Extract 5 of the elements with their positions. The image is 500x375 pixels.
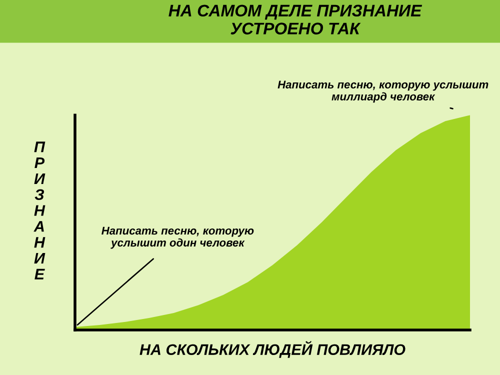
text: ПРИЗНАНИЕ bbox=[34, 142, 46, 280]
x-axis-title: НА СКОЛЬКИХ ЛЮДЕЙ ПОВЛИЯЛО bbox=[140, 340, 406, 358]
chart-title: НА САМОМ ДЕЛЕ ПРИЗНАНИЕ УСТРОЕНО ТАК bbox=[168, 4, 422, 34]
annotation: Написать песню, которую услышит один человек bbox=[102, 226, 254, 249]
text: Написать песню, которую услышит миллиард человек bbox=[278, 80, 488, 103]
